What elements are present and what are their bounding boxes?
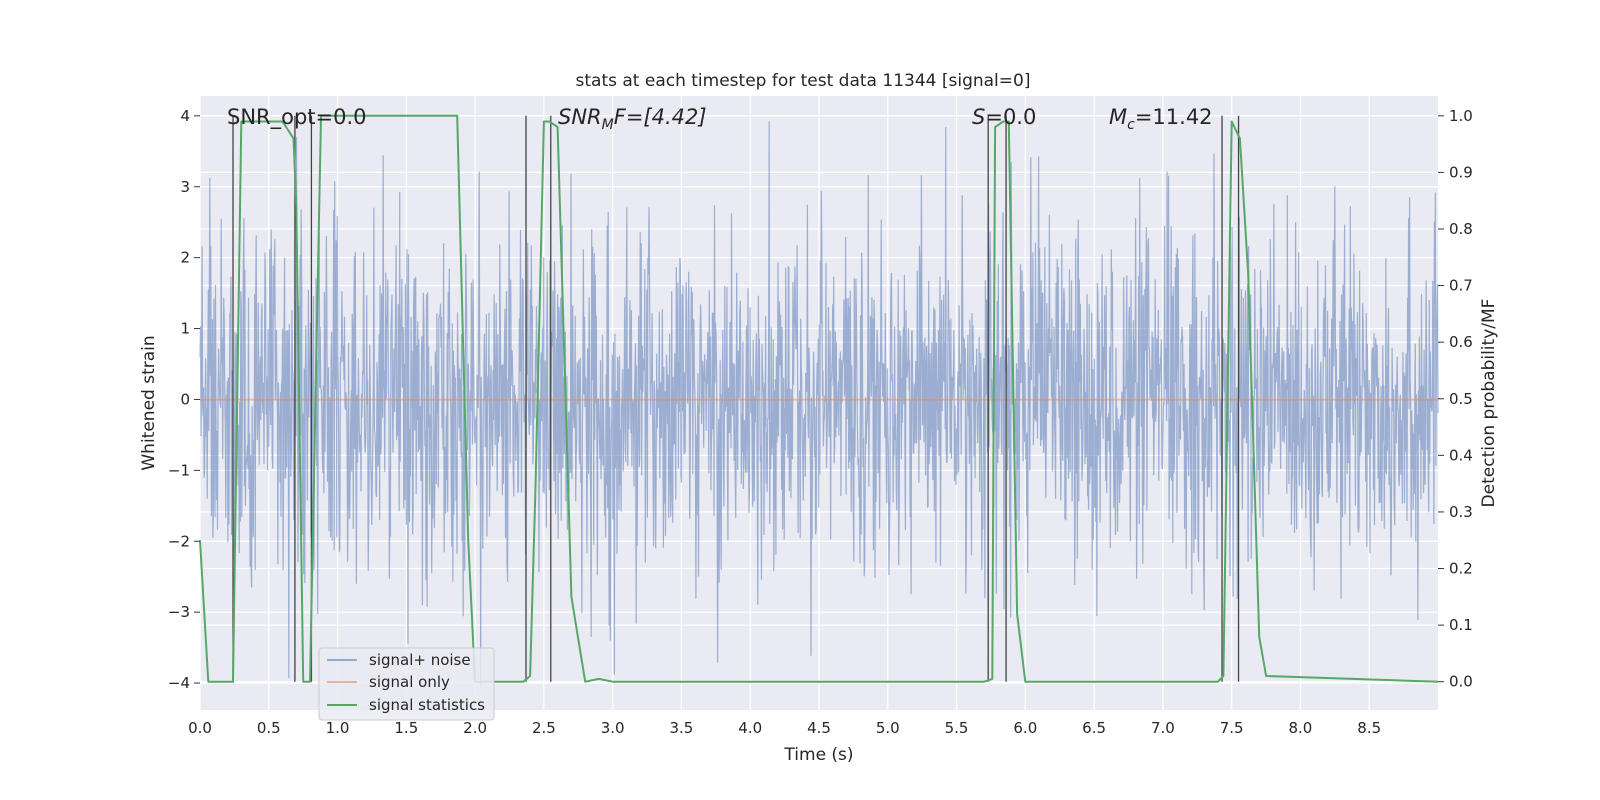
- x-tick-label: 4.5: [807, 719, 831, 737]
- annotation-snr-opt: SNR_opt=0.0: [227, 105, 367, 130]
- x-tick-label: 5.5: [945, 719, 969, 737]
- series-line-signal-noise: [199, 121, 1439, 687]
- y-axis-right-ticks: 1.0 0.9 0.8 0.7 0.6 0.5 0.4 0.3 0.2 0.1 0.0: [1438, 107, 1473, 691]
- x-tick-label: 7.5: [1220, 719, 1244, 737]
- y-tick-label: −1: [168, 461, 190, 479]
- annotation-s-rest: =0.0: [985, 105, 1036, 129]
- y-tick-label: 2: [180, 249, 190, 267]
- y-axis-ticks: 4 3 2 1 0 −1 −2 −3 −4: [168, 107, 200, 692]
- x-tick-label: 6.0: [1013, 719, 1037, 737]
- legend-box: [318, 647, 495, 721]
- y-tick-label: 0: [180, 390, 190, 408]
- y-tick-label: −3: [168, 603, 190, 621]
- x-tick-label: 2.0: [463, 719, 487, 737]
- y-right-tick-label: 1.0: [1449, 107, 1473, 125]
- y-right-tick-label: 0.9: [1449, 163, 1473, 181]
- x-tick-label: 3.5: [670, 719, 694, 737]
- annotation-mc: Mc=11.42: [1109, 105, 1213, 133]
- x-tick-label: 7.0: [1151, 719, 1175, 737]
- noise-series: [199, 121, 1439, 687]
- annotation-snr-mf-rest: F=[4.42]: [614, 105, 707, 129]
- y-tick-label: −2: [168, 532, 190, 550]
- x-tick-label: 6.5: [1082, 719, 1106, 737]
- annotation-mc-sub: c: [1127, 117, 1135, 133]
- signal-statistics-series: [199, 114, 1439, 683]
- legend-label-signal-only: signal only: [369, 673, 450, 691]
- annotation-s-name: S: [972, 105, 985, 129]
- x-axis-label: Time (s): [783, 745, 853, 765]
- y-right-tick-label: 0.4: [1449, 446, 1473, 464]
- legend-label-noise: signal+ noise: [369, 651, 471, 669]
- x-tick-label: 2.5: [532, 719, 556, 737]
- annotation-snr-mf-name: SNR: [558, 105, 602, 129]
- x-tick-label: 5.0: [876, 719, 900, 737]
- y-right-tick-label: 0.6: [1449, 333, 1473, 351]
- y-right-tick-label: 0.1: [1449, 616, 1473, 634]
- legend: signal+ noise signal only signal statist…: [318, 647, 495, 721]
- annotation-mc-rest: =11.42: [1135, 105, 1213, 129]
- annotation-mc-name: M: [1109, 105, 1127, 129]
- x-tick-label: 3.0: [601, 719, 625, 737]
- y-right-tick-label: 0.7: [1449, 277, 1473, 295]
- annotation-s: S=0.0: [972, 105, 1036, 129]
- annotation-snr-mf-sub: M: [602, 117, 614, 133]
- series-line-signal-statistics: [199, 114, 1439, 683]
- y-tick-label: 1: [180, 320, 190, 338]
- legend-label-statistics: signal statistics: [369, 696, 485, 714]
- y-right-tick-label: 0.2: [1449, 560, 1473, 578]
- y-right-tick-label: 0.8: [1449, 220, 1473, 238]
- annotation-snr-mf: SNRMF=[4.42]: [558, 105, 707, 133]
- y-right-tick-label: 0.5: [1449, 390, 1473, 408]
- y-axis-right-label: Detection probability/MF: [1479, 299, 1499, 508]
- x-tick-label: 1.0: [326, 719, 350, 737]
- x-tick-label: 0.5: [257, 719, 281, 737]
- x-tick-label: 8.0: [1289, 719, 1313, 737]
- x-tick-label: 0.0: [188, 719, 212, 737]
- y-tick-label: −4: [168, 674, 190, 692]
- y-right-tick-label: 0.0: [1449, 673, 1473, 691]
- y-tick-label: 3: [180, 178, 190, 196]
- y-right-tick-label: 0.3: [1449, 503, 1473, 521]
- chart-title: stats at each timestep for test data 113…: [576, 71, 1031, 91]
- x-tick-label: 8.5: [1357, 719, 1381, 737]
- x-axis-ticks: 0.0 0.5 1.0 1.5 2.0 2.5 3.0 3.5 4.0 4.5 5.0 5.5 6.0 6…: [188, 719, 1381, 737]
- x-tick-label: 4.0: [738, 719, 762, 737]
- y-axis-label: Whitened strain: [139, 335, 159, 470]
- y-tick-label: 4: [180, 107, 190, 125]
- x-tick-label: 1.5: [394, 719, 418, 737]
